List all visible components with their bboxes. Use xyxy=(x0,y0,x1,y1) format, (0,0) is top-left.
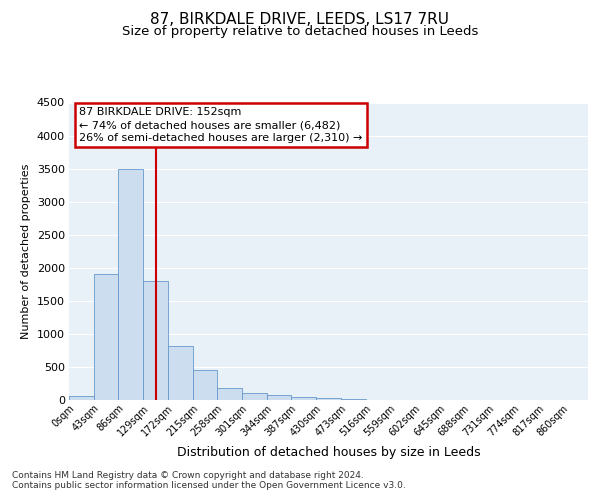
Bar xyxy=(217,388,242,400)
Bar xyxy=(193,370,217,400)
Bar xyxy=(69,396,94,400)
X-axis label: Distribution of detached houses by size in Leeds: Distribution of detached houses by size … xyxy=(176,446,481,459)
Bar xyxy=(316,398,341,400)
Text: Size of property relative to detached houses in Leeds: Size of property relative to detached ho… xyxy=(122,25,478,38)
Bar xyxy=(168,346,193,400)
Text: Contains HM Land Registry data © Crown copyright and database right 2024.
Contai: Contains HM Land Registry data © Crown c… xyxy=(12,470,406,490)
Y-axis label: Number of detached properties: Number of detached properties xyxy=(21,164,31,339)
Bar xyxy=(242,392,267,400)
Text: 87, BIRKDALE DRIVE, LEEDS, LS17 7RU: 87, BIRKDALE DRIVE, LEEDS, LS17 7RU xyxy=(151,12,449,28)
Bar xyxy=(267,395,292,400)
Bar xyxy=(94,274,118,400)
Bar xyxy=(143,281,168,400)
Bar xyxy=(292,396,316,400)
Text: 87 BIRKDALE DRIVE: 152sqm
← 74% of detached houses are smaller (6,482)
26% of se: 87 BIRKDALE DRIVE: 152sqm ← 74% of detac… xyxy=(79,107,363,144)
Bar xyxy=(118,168,143,400)
